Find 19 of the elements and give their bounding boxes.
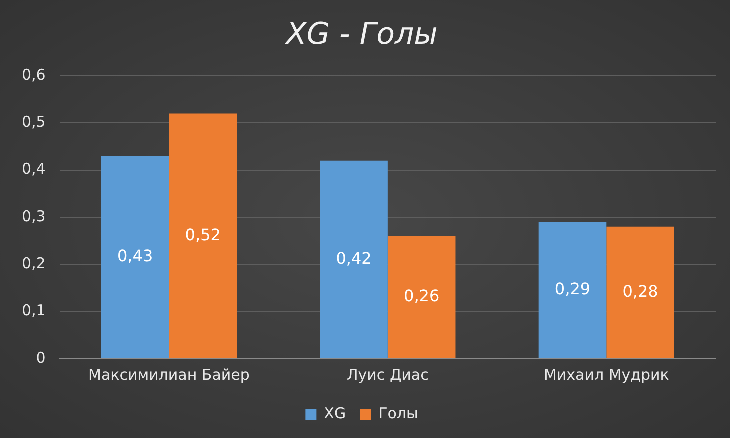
data-label: 0,52 xyxy=(185,225,221,244)
data-label: 0,43 xyxy=(118,246,154,266)
legend-label: XG xyxy=(324,404,346,422)
y-tick-label: 0,2 xyxy=(22,254,46,273)
legend-label: Голы xyxy=(378,404,418,422)
chart-title: XG - Голы xyxy=(284,16,438,52)
x-tick-label: Луис Диас xyxy=(347,366,429,384)
data-label: 0,26 xyxy=(404,286,440,306)
data-label: 0,28 xyxy=(622,282,658,301)
y-tick-label: 0,6 xyxy=(22,66,46,84)
x-tick-label: Михаил Мудрик xyxy=(544,366,670,384)
data-label: 0,42 xyxy=(336,248,372,268)
y-tick-label: 0,1 xyxy=(22,302,46,320)
x-tick-label: Максимилиан Байер xyxy=(88,366,250,384)
data-label: 0,29 xyxy=(554,280,591,299)
y-tick-label: 0,5 xyxy=(22,113,46,132)
y-tick-label: 0,3 xyxy=(22,207,46,226)
y-tick-label: 0 xyxy=(36,348,46,367)
y-tick-label: 0,4 xyxy=(22,160,46,178)
